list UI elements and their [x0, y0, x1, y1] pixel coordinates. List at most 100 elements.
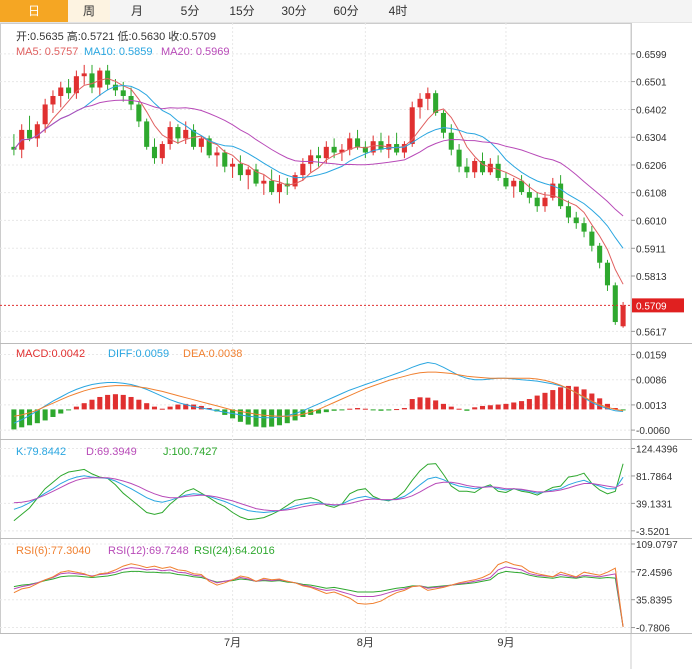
- candle-body: [206, 138, 212, 156]
- ohlc-header: 开:0.5635 高:0.5721 低:0.5630 收:0.5709: [16, 29, 216, 43]
- macd-bar: [89, 399, 95, 410]
- macd-bar: [573, 386, 579, 410]
- last-price-label: 0.5709: [636, 301, 667, 312]
- macd-bar: [50, 409, 56, 417]
- y-tick-label: 39.1331: [636, 499, 673, 510]
- macd-bar: [440, 403, 447, 410]
- tab-day[interactable]: 日: [0, 0, 68, 22]
- candle-body: [495, 163, 501, 178]
- candle-body: [198, 138, 204, 147]
- last-price-tag: [632, 298, 684, 313]
- x-tick-label: 8月: [357, 637, 374, 649]
- y-tick-label: 124.4396: [636, 445, 678, 456]
- candle-body: [456, 149, 462, 167]
- candle-body: [50, 95, 56, 105]
- d-legend: D:69.3949: [86, 446, 137, 458]
- candle-body: [73, 76, 79, 94]
- macd-bar: [362, 408, 368, 410]
- candle-body: [58, 87, 64, 96]
- ma10-legend: MA10: 0.5859: [84, 46, 153, 58]
- y-tick-label: 0.6010: [636, 216, 667, 227]
- candle-body: [89, 73, 95, 88]
- macd-bar: [315, 409, 322, 414]
- macd-bar: [159, 408, 165, 410]
- candle-body: [151, 146, 158, 159]
- macd-bar: [144, 403, 150, 410]
- candle-body: [136, 104, 142, 122]
- macd-bar: [66, 409, 72, 411]
- rsi24-line: [13, 570, 624, 628]
- y-tick-label: 0.6402: [636, 106, 667, 117]
- y-tick-label: 0.5911: [636, 244, 666, 255]
- rsi24-legend: RSI(24):64.2016: [194, 545, 275, 557]
- candle-body: [409, 107, 415, 145]
- candle-body: [362, 146, 368, 153]
- candle-body: [300, 163, 306, 176]
- macd-legend: MACD:0.0042: [16, 348, 85, 360]
- macd-bar: [112, 394, 118, 410]
- candle-body: [261, 180, 267, 184]
- macd-bar: [456, 408, 462, 410]
- tab-4hour[interactable]: 4时: [388, 4, 408, 18]
- macd-bar: [409, 399, 415, 410]
- ma20-legend: MA20: 0.5969: [161, 46, 230, 58]
- macd-bar: [34, 409, 40, 424]
- macd-bar: [355, 408, 361, 410]
- macd-bar: [253, 409, 259, 427]
- candle-body: [276, 183, 282, 193]
- macd-bar: [97, 396, 103, 410]
- candle-body: [542, 197, 548, 207]
- macd-bar: [105, 394, 111, 410]
- candle-body: [401, 144, 407, 153]
- rsi6-legend: RSI(6):77.3040: [16, 545, 91, 557]
- macd-bar: [120, 394, 126, 410]
- macd-bar: [370, 409, 376, 411]
- ma10-line: [13, 84, 624, 249]
- candle-body: [105, 70, 111, 85]
- tab-week[interactable]: 周: [68, 0, 110, 22]
- tab-15min[interactable]: 15分: [229, 4, 255, 18]
- y-tick-label: 109.0797: [636, 540, 678, 551]
- candle-body: [120, 90, 126, 96]
- candle-body: [519, 180, 525, 193]
- macd-bar: [394, 409, 400, 411]
- macd-bar: [495, 404, 501, 410]
- ma5-legend: MA5: 0.5757: [16, 46, 78, 58]
- tab-month[interactable]: 月: [130, 4, 143, 18]
- macd-bar: [339, 409, 345, 411]
- candle-body: [42, 104, 48, 125]
- macd-bar: [167, 406, 173, 410]
- candle-body: [11, 146, 17, 150]
- macd-bar: [136, 399, 142, 410]
- macd-bar: [183, 403, 189, 410]
- macd-bar: [620, 409, 626, 411]
- candle-body: [292, 175, 298, 187]
- macd-bar: [542, 392, 548, 410]
- candle-body: [355, 138, 361, 147]
- macd-bar: [151, 406, 158, 410]
- tab-60min[interactable]: 60分: [333, 4, 359, 18]
- macd-bar: [81, 403, 87, 410]
- candle-body: [573, 217, 579, 224]
- tab-5min[interactable]: 5分: [180, 4, 200, 18]
- candle-body: [237, 163, 243, 176]
- candle-body: [597, 245, 603, 263]
- macd-bar: [417, 397, 423, 410]
- candle-body: [81, 73, 87, 77]
- macd-bar: [206, 408, 212, 410]
- macd-bar: [175, 404, 181, 410]
- dea-line: [13, 371, 624, 417]
- j-line: [13, 463, 624, 522]
- candle-body: [339, 149, 345, 153]
- macd-bar: [526, 399, 532, 410]
- period-tabs: 日 周 月 5分 15分 30分 60分 4时: [0, 0, 692, 23]
- y-tick-label: 0.5813: [636, 272, 667, 283]
- tab-30min[interactable]: 30分: [281, 4, 307, 18]
- chart-frame: [0, 23, 632, 634]
- rsi6-line: [13, 560, 624, 628]
- macd-bar: [42, 409, 48, 421]
- candle-body: [112, 84, 118, 91]
- candle-body: [230, 163, 236, 167]
- k-line: [13, 475, 624, 514]
- macd-bar: [261, 409, 267, 428]
